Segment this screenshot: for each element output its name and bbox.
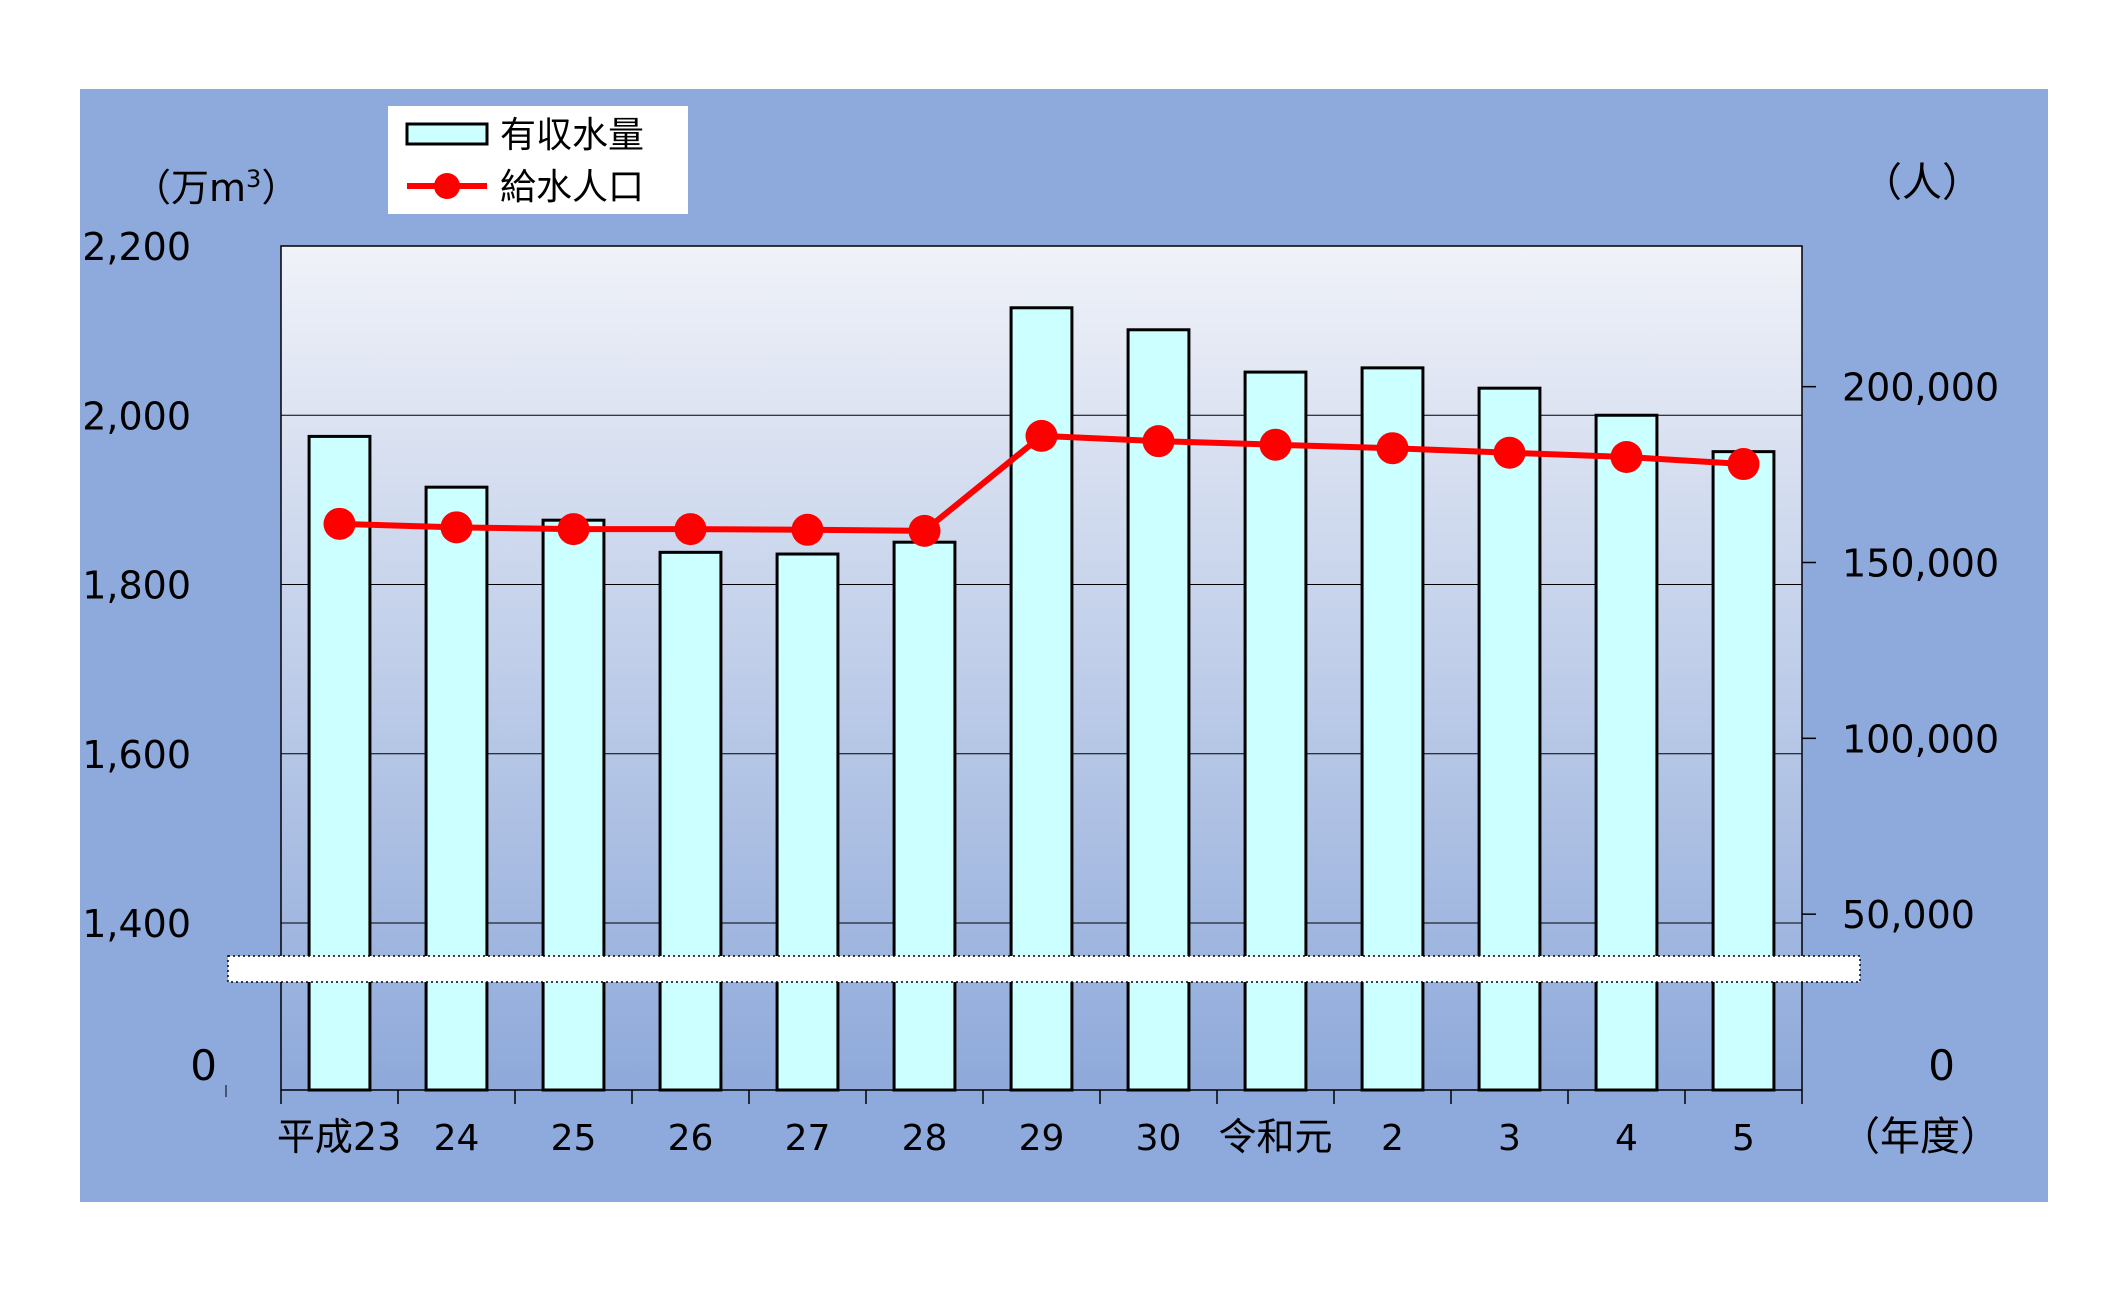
bar-28 <box>892 540 957 1092</box>
x-tick-label-5: 5 <box>1732 1118 1755 1159</box>
y-left-unit-label: （万m3） <box>133 165 299 210</box>
y-right-tick-label: 200,000 <box>1842 366 1999 410</box>
x-axis-unit-label: （年度） <box>1840 1114 2000 1160</box>
y-right-tick-label: 150,000 <box>1842 542 1999 586</box>
y-right-tick-label: 50,000 <box>1842 893 1975 937</box>
point-27 <box>791 513 824 546</box>
y-left-tick-label: 1,400 <box>82 902 191 946</box>
x-tick-label-25: 25 <box>551 1118 597 1159</box>
x-tick-label-30: 30 <box>1136 1118 1182 1159</box>
point-26 <box>674 513 707 546</box>
point-令和元 <box>1259 428 1292 461</box>
bar-25 <box>541 518 606 1092</box>
y-left-tick-label: 1,800 <box>82 564 191 608</box>
point-29 <box>1025 419 1058 452</box>
y-right-tick-label: 100,000 <box>1842 717 1999 761</box>
x-tick-label-24: 24 <box>434 1118 480 1159</box>
axis-break-band <box>227 955 1861 983</box>
point-25 <box>557 513 590 546</box>
legend-swatch-bar <box>405 122 489 146</box>
x-tick-label-令和元: 令和元 <box>1218 1115 1332 1159</box>
bar-5 <box>1711 450 1776 1092</box>
legend-label-有収水量: 有収水量 <box>500 115 644 156</box>
y-left-tick-label: 1,600 <box>82 733 191 777</box>
bar-4 <box>1594 413 1659 1092</box>
x-tick-label-2: 2 <box>1381 1118 1404 1159</box>
y-left-zero-label: 0 <box>190 1041 217 1090</box>
point-28 <box>908 514 941 547</box>
x-tick-label-26: 26 <box>668 1118 714 1159</box>
y-left-tick-label: 2,000 <box>82 394 191 438</box>
x-tick-label-28: 28 <box>902 1118 948 1159</box>
bar-3 <box>1477 386 1542 1092</box>
y-right-zero-label: 0 <box>1928 1041 1955 1090</box>
bar-24 <box>424 485 489 1092</box>
y-left-tick-label: 2,200 <box>82 225 191 269</box>
x-tick-label-平成23: 平成23 <box>277 1115 401 1159</box>
point-24 <box>440 511 473 544</box>
point-5 <box>1727 448 1760 481</box>
x-tick-label-29: 29 <box>1019 1118 1065 1159</box>
point-3 <box>1493 436 1526 469</box>
legend-swatch-marker <box>434 173 460 199</box>
point-4 <box>1610 441 1643 473</box>
y-right-unit-label: （人） <box>1862 160 1982 206</box>
bar-26 <box>658 550 723 1092</box>
x-tick-label-27: 27 <box>785 1118 831 1159</box>
point-30 <box>1142 425 1175 458</box>
point-2 <box>1376 432 1409 465</box>
bar-27 <box>775 552 840 1092</box>
x-tick-label-4: 4 <box>1615 1118 1638 1159</box>
point-平成23 <box>323 507 356 540</box>
x-tick-label-3: 3 <box>1498 1118 1521 1159</box>
legend-label-給水人口: 給水人口 <box>500 167 644 208</box>
